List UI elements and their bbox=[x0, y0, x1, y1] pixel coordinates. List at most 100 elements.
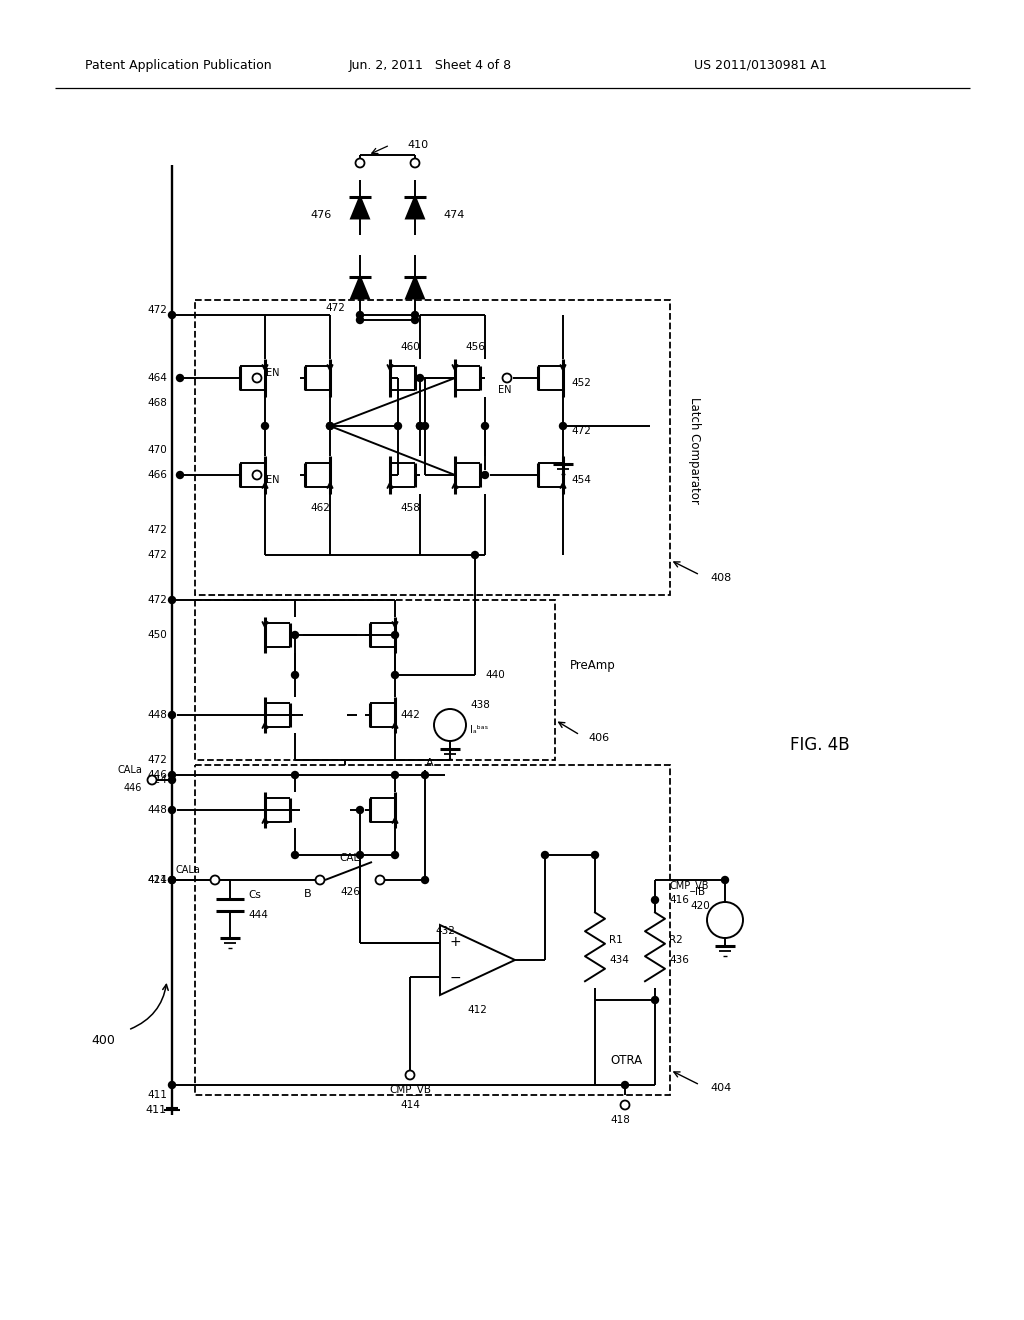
Text: 448: 448 bbox=[147, 805, 167, 814]
Circle shape bbox=[651, 997, 658, 1003]
Text: 426: 426 bbox=[340, 887, 360, 898]
Text: EN: EN bbox=[499, 385, 512, 395]
Circle shape bbox=[292, 672, 299, 678]
Text: 411: 411 bbox=[147, 875, 167, 884]
Text: Iₐᵇᵃˢ: Iₐᵇᵃˢ bbox=[470, 725, 488, 735]
Bar bbox=[195, 766, 670, 1096]
Circle shape bbox=[417, 375, 424, 381]
Text: 456: 456 bbox=[465, 342, 485, 352]
Circle shape bbox=[417, 422, 424, 429]
Circle shape bbox=[559, 422, 566, 429]
Circle shape bbox=[422, 422, 428, 429]
Circle shape bbox=[261, 422, 268, 429]
Circle shape bbox=[391, 851, 398, 858]
Text: −: − bbox=[450, 972, 461, 985]
Circle shape bbox=[412, 317, 419, 323]
Circle shape bbox=[376, 875, 384, 884]
Text: 424: 424 bbox=[147, 775, 167, 785]
Text: OTRA: OTRA bbox=[610, 1053, 642, 1067]
Text: 411: 411 bbox=[145, 1105, 167, 1115]
Text: 414: 414 bbox=[400, 1100, 420, 1110]
Bar bbox=[195, 601, 555, 760]
Circle shape bbox=[391, 672, 398, 678]
Text: 472: 472 bbox=[147, 755, 167, 766]
Text: 440: 440 bbox=[485, 671, 505, 680]
Text: 404: 404 bbox=[710, 1082, 731, 1093]
Circle shape bbox=[391, 771, 398, 779]
Circle shape bbox=[292, 631, 299, 639]
Circle shape bbox=[422, 771, 428, 779]
Text: FIG. 4B: FIG. 4B bbox=[791, 737, 850, 754]
Circle shape bbox=[355, 158, 365, 168]
Polygon shape bbox=[406, 197, 424, 219]
Polygon shape bbox=[351, 197, 369, 219]
Text: 436: 436 bbox=[669, 954, 689, 965]
Text: 446: 446 bbox=[147, 770, 167, 780]
Text: 452: 452 bbox=[571, 378, 591, 388]
Polygon shape bbox=[406, 276, 424, 298]
Circle shape bbox=[422, 876, 428, 883]
Text: Patent Application Publication: Patent Application Publication bbox=[85, 58, 271, 71]
Text: B: B bbox=[304, 888, 312, 899]
Text: R2: R2 bbox=[669, 935, 683, 945]
Circle shape bbox=[406, 1071, 415, 1080]
Circle shape bbox=[169, 876, 175, 883]
Circle shape bbox=[481, 422, 488, 429]
Circle shape bbox=[471, 552, 478, 558]
Text: 434: 434 bbox=[609, 954, 629, 965]
Circle shape bbox=[481, 471, 488, 479]
Circle shape bbox=[503, 374, 512, 383]
Text: 411: 411 bbox=[147, 1090, 167, 1100]
Circle shape bbox=[147, 776, 157, 784]
Text: 416: 416 bbox=[669, 895, 689, 906]
Text: Latch Comparator: Latch Comparator bbox=[688, 396, 701, 503]
Circle shape bbox=[169, 776, 175, 784]
Polygon shape bbox=[351, 276, 369, 298]
Text: CAL: CAL bbox=[340, 853, 360, 863]
Text: 410: 410 bbox=[407, 140, 428, 150]
Circle shape bbox=[621, 1101, 630, 1110]
Circle shape bbox=[253, 374, 261, 383]
Circle shape bbox=[411, 158, 420, 168]
Text: CALa: CALa bbox=[175, 865, 200, 875]
Bar bbox=[195, 300, 670, 595]
Text: 472: 472 bbox=[147, 595, 167, 605]
Circle shape bbox=[394, 422, 401, 429]
Text: 450: 450 bbox=[147, 630, 167, 640]
Text: 472: 472 bbox=[147, 550, 167, 560]
Circle shape bbox=[356, 807, 364, 813]
Text: 408: 408 bbox=[710, 573, 731, 583]
Text: 472: 472 bbox=[147, 525, 167, 535]
Circle shape bbox=[169, 807, 175, 813]
Text: CMP_VB: CMP_VB bbox=[389, 1085, 431, 1096]
Text: 424: 424 bbox=[147, 875, 167, 884]
Text: 472: 472 bbox=[571, 426, 591, 436]
Text: 446: 446 bbox=[124, 783, 142, 793]
Text: CMP_VB: CMP_VB bbox=[669, 880, 709, 891]
Circle shape bbox=[356, 851, 364, 858]
Text: 466: 466 bbox=[147, 470, 167, 480]
Text: 458: 458 bbox=[400, 503, 420, 513]
Text: 476: 476 bbox=[310, 210, 332, 220]
Text: +: + bbox=[450, 935, 461, 949]
Text: 438: 438 bbox=[470, 700, 489, 710]
Text: A: A bbox=[426, 758, 434, 768]
Circle shape bbox=[592, 851, 598, 858]
Text: R1: R1 bbox=[609, 935, 623, 945]
Circle shape bbox=[651, 896, 658, 903]
Text: US 2011/0130981 A1: US 2011/0130981 A1 bbox=[693, 58, 826, 71]
Text: Cs: Cs bbox=[248, 890, 261, 900]
Circle shape bbox=[176, 471, 183, 479]
Text: Jun. 2, 2011   Sheet 4 of 8: Jun. 2, 2011 Sheet 4 of 8 bbox=[348, 58, 512, 71]
Text: 400: 400 bbox=[91, 1034, 115, 1047]
Circle shape bbox=[169, 771, 175, 779]
Circle shape bbox=[169, 1081, 175, 1089]
Circle shape bbox=[356, 312, 364, 318]
Text: 472: 472 bbox=[325, 304, 345, 313]
Circle shape bbox=[327, 422, 334, 429]
Text: IB: IB bbox=[695, 887, 706, 898]
Circle shape bbox=[356, 317, 364, 323]
Text: 432: 432 bbox=[435, 927, 455, 936]
Text: 468: 468 bbox=[147, 399, 167, 408]
Text: 444: 444 bbox=[248, 909, 268, 920]
